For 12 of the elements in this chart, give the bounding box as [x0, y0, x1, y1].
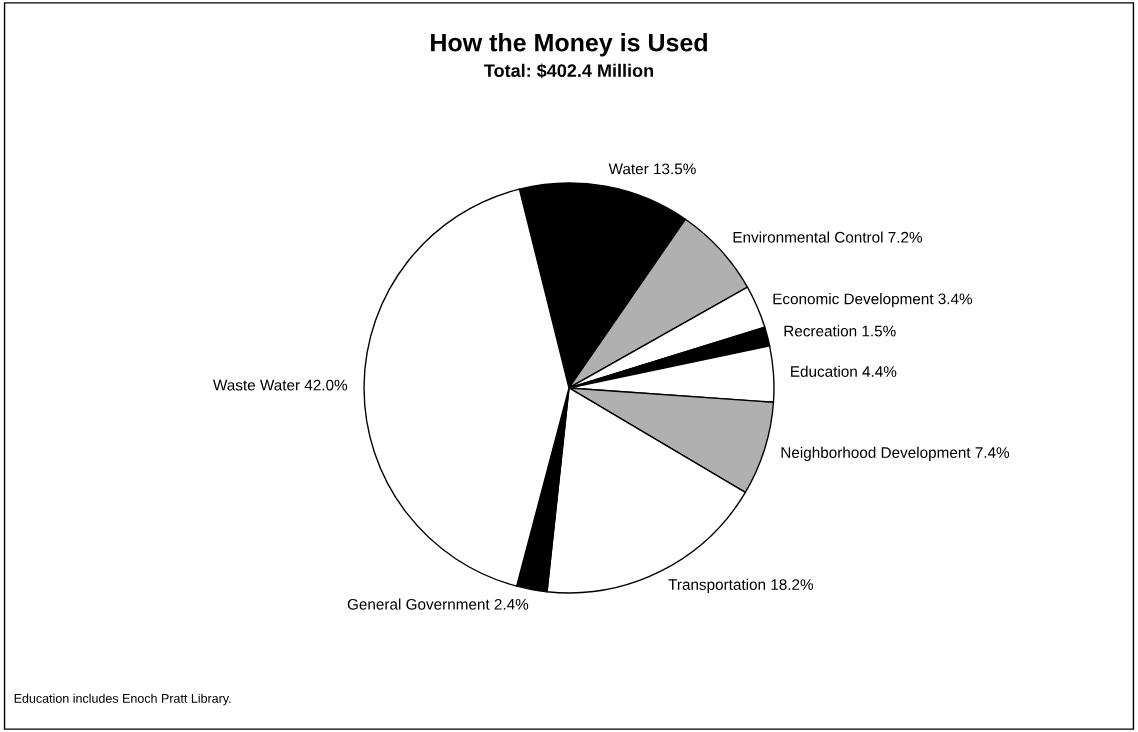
chart-subtitle: Total: $402.4 Million [484, 63, 654, 79]
slice-label: Water 13.5% [608, 163, 696, 175]
slice-label: Transportation 18.2% [668, 578, 814, 594]
slice-label: Neighborhood Development 7.4% [781, 446, 1010, 461]
text: Education includes Enoch Pratt Library. [14, 693, 231, 706]
slice-label: Recreation 1.5% [784, 325, 896, 337]
chart-title: How the Money is Used [431, 33, 707, 57]
slice-label: General Government 2.4% [347, 598, 529, 610]
slice-label: Waste Water 42.0% [213, 379, 348, 391]
slice-label: Education 4.4% [791, 365, 897, 377]
slice-label: Environmental Control 7.2% [733, 231, 923, 243]
slice-label: Economic Development 3.4% [773, 293, 973, 308]
